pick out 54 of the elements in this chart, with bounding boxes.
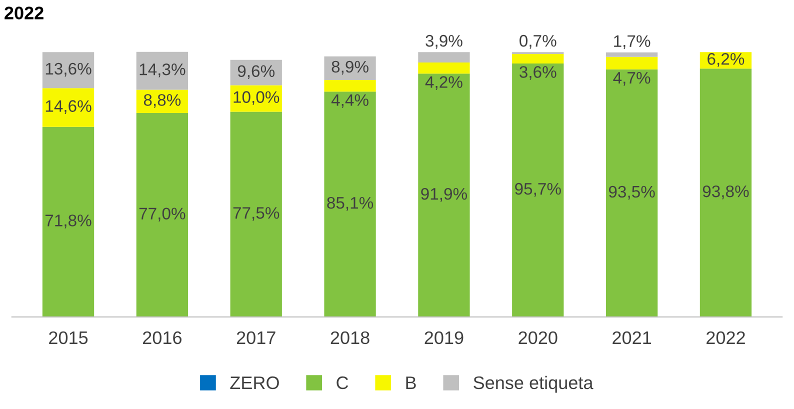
data-label: 8,8% [144, 94, 181, 108]
bar [418, 74, 470, 317]
data-label: 4,4% [331, 94, 368, 108]
bar [324, 80, 376, 92]
x-tick-label: 2021 [612, 331, 652, 344]
data-label: 13,6% [46, 62, 92, 77]
bar [606, 56, 658, 70]
data-label: 85,1% [327, 196, 374, 211]
bar [606, 69, 658, 317]
x-tick-label: 2017 [236, 331, 276, 344]
data-label: 8,9% [332, 60, 368, 75]
data-label: 9,6% [238, 65, 275, 79]
legend-label: Sense etiqueta [474, 376, 594, 393]
x-tick-label: 2018 [330, 331, 370, 344]
x-tick-label: 2020 [518, 331, 558, 344]
data-label: 77,0% [139, 208, 186, 222]
data-label: 6,2% [708, 53, 744, 67]
bar [42, 88, 94, 127]
x-tick-label: 2019 [424, 331, 464, 344]
data-label: 14,6% [46, 100, 92, 114]
data-label: 4,7% [613, 72, 650, 86]
data-label: 1,7% [614, 35, 650, 49]
data-label: 3,6% [520, 66, 556, 80]
legend-label: ZERO [230, 376, 279, 390]
data-label: 95,7% [515, 182, 561, 197]
data-label: 77,5% [233, 207, 280, 221]
bar [418, 52, 470, 62]
legend-label: C [336, 376, 348, 390]
data-label: 0,7% [520, 34, 556, 49]
bar [42, 52, 94, 88]
bar [418, 62, 470, 74]
bar [324, 92, 376, 317]
bar [606, 52, 658, 57]
data-label: 3,9% [426, 34, 462, 49]
data-label: 71,8% [45, 214, 92, 228]
bar [136, 52, 188, 90]
data-label: 91,9% [421, 188, 467, 202]
x-tick-label: 2022 [706, 331, 745, 344]
x-tick-label: 2015 [49, 331, 88, 344]
chart-title: 2022 [4, 6, 44, 20]
bar [512, 54, 564, 64]
x-tick-label: 2016 [143, 331, 182, 344]
data-label: 93,8% [702, 185, 749, 200]
data-label: 4,2% [425, 76, 462, 90]
bar [230, 112, 282, 317]
bar [136, 113, 188, 317]
bar [512, 64, 564, 317]
bar [700, 68, 752, 317]
data-label: 93,5% [608, 186, 655, 200]
data-label: 10,0% [234, 91, 280, 105]
legend-label: B [406, 376, 416, 390]
data-label: 14,3% [140, 63, 186, 78]
bar [230, 60, 282, 86]
bar [42, 126, 94, 317]
